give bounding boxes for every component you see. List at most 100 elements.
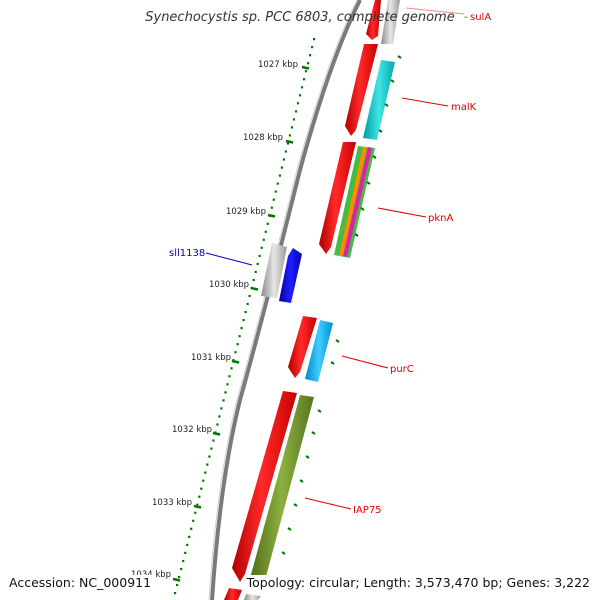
scale-label: 1030 kbp <box>209 280 249 290</box>
scale-dot <box>302 78 306 81</box>
scale-dot <box>288 134 291 137</box>
gene-feature[interactable] <box>249 395 314 584</box>
sulA-dash: - <box>464 12 468 23</box>
scale-dot <box>212 439 215 442</box>
scale-dot <box>276 182 279 185</box>
gene-feature[interactable] <box>261 243 287 298</box>
scale-dot <box>238 335 241 338</box>
scale-dot <box>242 319 245 322</box>
scale-dot <box>226 383 229 386</box>
scale-dot <box>307 62 310 65</box>
scale-major-tick <box>267 213 276 218</box>
scale-dot <box>204 471 207 474</box>
scale-dot <box>254 270 257 273</box>
scale-dot <box>262 238 265 241</box>
topology-label: Topology: circular; Length: 3,573,470 bp… <box>244 575 592 590</box>
scale-dot <box>296 102 300 105</box>
scale-dot <box>246 302 249 306</box>
scale-major-tick <box>250 286 259 291</box>
gene-feature[interactable] <box>363 60 395 140</box>
scale-dot <box>286 142 289 145</box>
scale-major-tick <box>301 65 310 70</box>
scale-dot <box>270 206 273 209</box>
gene-feature[interactable] <box>279 248 302 303</box>
scale-dot <box>266 222 269 225</box>
scale-dot <box>313 38 316 41</box>
scale-dot <box>220 407 223 410</box>
gene-label-malK[interactable]: malK <box>451 102 477 113</box>
scale-dot <box>174 592 177 595</box>
scale-label: 1027 kbp <box>258 60 298 70</box>
gene-feature[interactable] <box>244 594 261 600</box>
scale-dot <box>206 463 209 466</box>
gene-label-purC[interactable]: purC <box>390 364 414 375</box>
scale-dot <box>208 455 211 458</box>
scale-dot <box>194 511 197 514</box>
scale-major-tick <box>231 359 240 364</box>
genome-backbone <box>210 0 362 600</box>
scale-dot <box>186 543 189 546</box>
scale-label: 1032 kbp <box>172 425 212 435</box>
scale-dot <box>258 254 261 257</box>
scale-dot <box>284 150 287 153</box>
scale-dot <box>300 86 304 89</box>
scale-dot <box>230 367 233 370</box>
scale-dot <box>228 375 231 378</box>
scale-dot <box>290 126 293 129</box>
scale-dot <box>176 583 179 587</box>
scale-dot <box>244 311 247 314</box>
gene-label-sulA[interactable]: sulA <box>470 12 491 23</box>
scale-dots <box>174 38 316 595</box>
scale-dot <box>264 230 267 233</box>
genome-backbone-highlight <box>208 0 358 600</box>
scale-dot <box>282 158 285 161</box>
scale-dot <box>236 343 239 346</box>
scale-dot <box>304 70 308 73</box>
scale-dot <box>198 495 201 498</box>
scale-dot <box>178 575 181 579</box>
gene-feature[interactable] <box>288 316 317 378</box>
scale-dot <box>190 527 193 530</box>
gene-label-pknA[interactable]: pknA <box>428 213 453 224</box>
scale-dot <box>224 391 227 394</box>
gene-feature[interactable] <box>319 142 356 254</box>
scale-dot <box>192 519 195 522</box>
scale-dot <box>202 479 205 482</box>
scale-dot <box>311 46 314 49</box>
scale-ticks <box>172 65 310 582</box>
gene-labels: sulA malK pknA sll1138 purC IAP75 <box>169 12 491 516</box>
scale-major-tick <box>212 431 221 436</box>
scale-dot <box>188 535 191 538</box>
scale-label: 1028 kbp <box>243 133 283 143</box>
gene-feature[interactable] <box>345 44 378 136</box>
scale-dot <box>240 327 243 330</box>
scale-major-tick <box>172 577 181 582</box>
scale-label: 1029 kbp <box>226 207 266 217</box>
gene-label-iap75[interactable]: IAP75 <box>353 505 382 516</box>
scale-major-tick <box>285 139 294 144</box>
gene-feature[interactable] <box>343 147 372 257</box>
gene-feature[interactable] <box>232 391 297 582</box>
gene-feature[interactable] <box>339 147 367 256</box>
scale-dot <box>182 559 185 563</box>
feature-ticks <box>281 55 402 555</box>
gene-feature[interactable] <box>305 320 333 382</box>
scale-label: 1031 kbp <box>191 353 231 363</box>
scale-major-tick <box>193 504 202 509</box>
scale-label: 1033 kbp <box>152 498 192 508</box>
scale-dot <box>222 399 225 402</box>
scale-dot <box>252 278 255 282</box>
scale-dot <box>298 94 302 97</box>
scale-dot <box>216 423 219 426</box>
gene-label-sll1138[interactable]: sll1138 <box>169 248 205 259</box>
gene-feature[interactable] <box>224 588 242 600</box>
scale-dot <box>309 54 312 57</box>
scale-dot <box>274 190 277 193</box>
scale-dot <box>200 487 203 490</box>
scale-dot <box>256 262 259 265</box>
gene-feature[interactable] <box>366 0 381 40</box>
scale-dot <box>260 246 263 249</box>
gene-feature[interactable] <box>381 0 400 44</box>
scale-dot <box>218 415 221 418</box>
